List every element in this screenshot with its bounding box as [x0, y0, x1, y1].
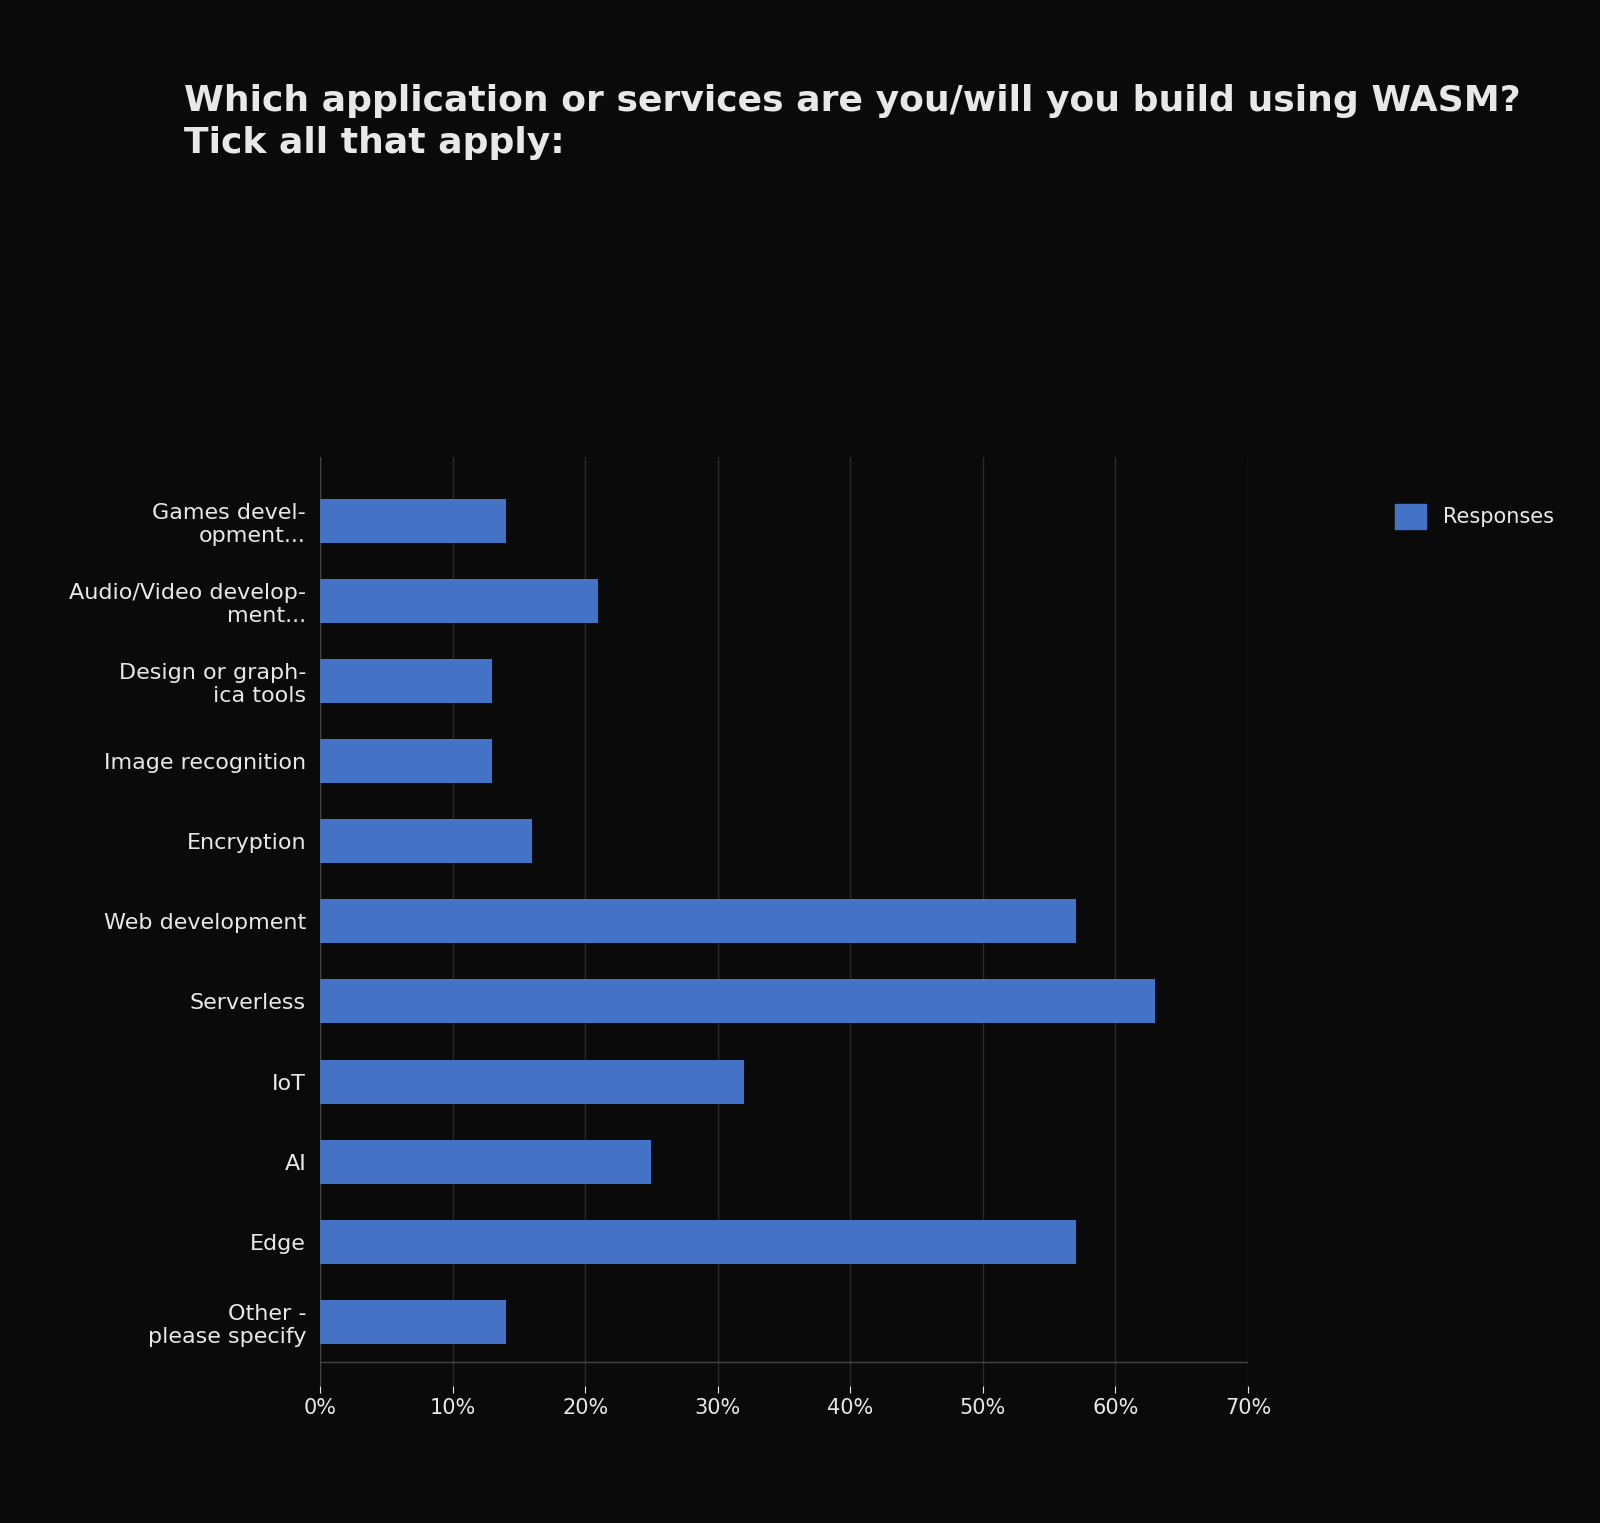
- Bar: [320, 1299, 506, 1343]
- Bar: [320, 1139, 651, 1183]
- Bar: [320, 739, 493, 783]
- Bar: [320, 500, 506, 544]
- Bar: [320, 819, 533, 864]
- Bar: [320, 900, 1075, 943]
- Bar: [320, 579, 598, 623]
- Bar: [320, 1060, 744, 1104]
- Legend: Responses: Responses: [1387, 495, 1562, 538]
- Bar: [320, 659, 493, 704]
- Text: Which application or services are you/will you build using WASM?
Tick all that a: Which application or services are you/wi…: [184, 84, 1520, 160]
- Bar: [320, 1220, 1075, 1264]
- Bar: [320, 979, 1155, 1023]
